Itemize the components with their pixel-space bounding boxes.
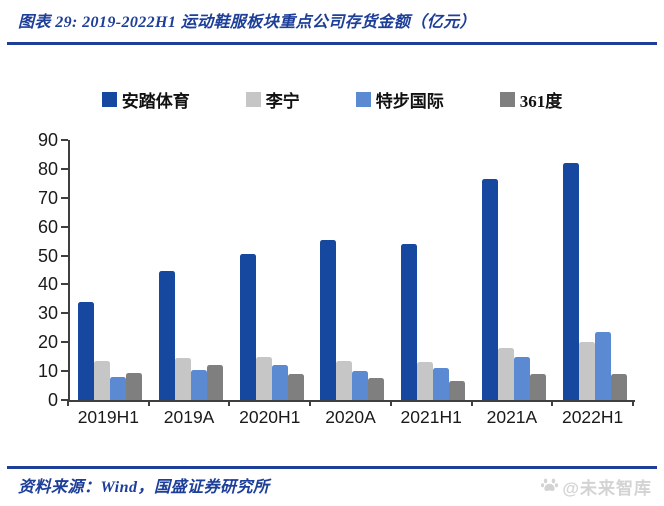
- x-axis-tick: [309, 400, 312, 406]
- bar-group-2020A: [312, 239, 393, 400]
- chart-plot-area: [68, 140, 635, 402]
- y-axis-tick: [61, 139, 68, 141]
- legend-item-1: 李宁: [245, 87, 300, 112]
- watermark-text: @未来智库: [562, 479, 652, 498]
- y-axis-tick: [61, 225, 68, 228]
- bar-group-2022H1: [554, 163, 635, 400]
- legend-item-2: 特步国际: [355, 87, 444, 112]
- divider-bottom: [7, 466, 657, 469]
- y-axis-tick: [61, 167, 68, 170]
- x-axis-tick: [147, 400, 150, 406]
- y-axis-tick-label: 80: [37, 158, 58, 179]
- y-axis-tick: [61, 254, 68, 257]
- legend-swatch: [355, 92, 371, 107]
- bar-李宁-2020A: [336, 361, 353, 400]
- y-axis-tick-label: 70: [37, 187, 58, 208]
- y-axis-tick: [61, 196, 68, 199]
- bar-361度-2019A: [207, 365, 224, 400]
- x-axis-tick: [228, 400, 231, 406]
- y-axis-tick-label: 90: [37, 130, 58, 150]
- y-axis-tick: [61, 341, 68, 344]
- legend-label: 361度: [519, 92, 563, 111]
- legend-item-3: 361度: [499, 87, 563, 112]
- bar-李宁-2021H1: [417, 362, 434, 400]
- bar-361度-2020A: [368, 378, 385, 400]
- bar-安踏体育-2019A: [159, 271, 176, 400]
- bar-361度-2020H1: [287, 374, 304, 400]
- y-axis-tick-label: 0: [47, 390, 58, 410]
- y-axis-tick-label: 60: [37, 216, 58, 237]
- x-axis-tick-label: 2019A: [163, 407, 215, 427]
- bar-安踏体育-2020H1: [239, 254, 256, 400]
- bar-group-2021H1: [393, 244, 474, 400]
- bar-特步国际-2020A: [352, 371, 369, 400]
- x-axis-tick-label: 2021A: [486, 407, 538, 427]
- figure-title: 图表 29: 2019-2022H1 运动鞋服板块重点公司存货金额（亿元）: [18, 14, 476, 31]
- bar-安踏体育-2021A: [481, 179, 498, 400]
- x-axis-tick-label: 2022H1: [561, 407, 624, 427]
- legend-swatch: [245, 92, 261, 107]
- x-axis-tick: [551, 400, 554, 406]
- x-axis-tick: [632, 400, 634, 406]
- y-axis-tick-label: 30: [37, 303, 58, 324]
- x-axis-tick-label: 2021H1: [400, 407, 462, 427]
- bar-安踏体育-2019H1: [78, 301, 95, 400]
- bar-安踏体育-2022H1: [562, 163, 579, 400]
- bar-特步国际-2019A: [191, 369, 208, 400]
- bar-李宁-2020H1: [255, 356, 272, 400]
- x-axis-tick-label: 2020A: [325, 407, 376, 427]
- bar-李宁-2022H1: [578, 342, 595, 400]
- bar-group-2021A: [474, 179, 555, 400]
- y-axis-tick-label: 40: [37, 274, 58, 295]
- watermark: @未来智库: [540, 474, 652, 499]
- y-axis-tick: [61, 399, 68, 401]
- x-axis-tick: [67, 400, 69, 406]
- y-axis-tick-label: 50: [37, 245, 58, 266]
- legend: 安踏体育 李宁 特步国际 361度: [30, 87, 634, 112]
- y-axis-tick: [61, 370, 68, 373]
- y-axis-tick-label: 20: [37, 332, 58, 353]
- legend-label: 特步国际: [375, 92, 444, 111]
- legend-swatch: [499, 92, 515, 107]
- bar-group-2020H1: [231, 254, 312, 400]
- bar-特步国际-2021A: [513, 356, 530, 400]
- bar-361度-2021H1: [449, 381, 466, 400]
- bar-特步国际-2020H1: [271, 365, 288, 400]
- y-axis-tick: [61, 283, 68, 286]
- paw-icon: [540, 475, 559, 499]
- x-axis-tick: [470, 400, 473, 406]
- bar-安踏体育-2021H1: [401, 244, 418, 400]
- bar-361度-2021A: [529, 374, 546, 400]
- y-axis-tick-label: 10: [37, 361, 58, 382]
- bar-特步国际-2021H1: [433, 368, 450, 400]
- bar-李宁-2019A: [175, 358, 192, 400]
- source-note: 资料来源：Wind，国盛证券研究所: [18, 479, 270, 496]
- bar-李宁-2021A: [497, 348, 514, 400]
- legend-item-0: 安踏体育: [101, 87, 190, 112]
- legend-swatch: [101, 92, 117, 107]
- bar-特步国际-2022H1: [594, 332, 611, 400]
- x-axis-tick-label: 2020H1: [239, 407, 301, 427]
- legend-label: 安踏体育: [121, 92, 190, 111]
- bar-group-2019A: [151, 271, 232, 400]
- legend-label: 李宁: [265, 92, 300, 111]
- bar-361度-2022H1: [610, 374, 627, 400]
- x-axis-tick: [389, 400, 392, 406]
- bar-安踏体育-2020A: [320, 239, 337, 400]
- y-axis-tick: [61, 312, 68, 315]
- bar-361度-2019H1: [126, 372, 143, 400]
- bar-李宁-2019H1: [94, 361, 111, 400]
- divider-top: [7, 42, 657, 45]
- bar-group-2019H1: [70, 301, 151, 400]
- x-axis-tick-label: 2019H1: [77, 407, 139, 427]
- bar-特步国际-2019H1: [110, 376, 127, 400]
